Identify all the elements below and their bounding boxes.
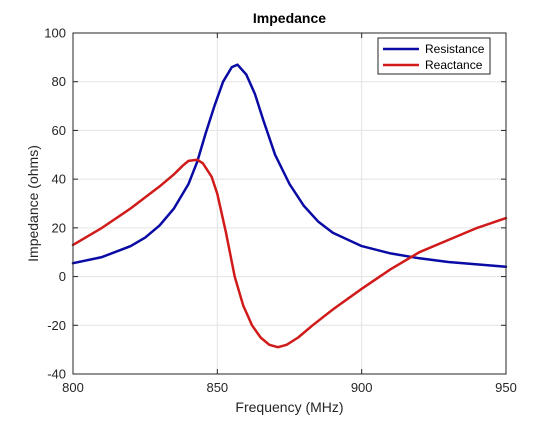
y-tick-label: -40 [47, 367, 66, 382]
legend-box [377, 37, 491, 75]
legend: Resistance Reactance [377, 37, 491, 75]
y-axis-label: Impedance (ohms) [25, 145, 41, 262]
series-line-reactance [71, 158, 508, 349]
y-tick-label: 0 [59, 269, 66, 284]
x-tick-label: 900 [351, 380, 373, 395]
y-tick-label: 40 [52, 172, 66, 187]
y-tick-label: -20 [47, 318, 66, 333]
legend-label-resistance: Resistance [425, 42, 485, 56]
x-tick-label: 850 [206, 380, 228, 395]
ticks: 800 850 900 950 -40 -20 0 20 40 60 80 100 [44, 26, 517, 396]
x-axis-label: Frequency (MHz) [235, 399, 343, 415]
chart-title: Impedance [253, 10, 326, 26]
series-layer [71, 63, 508, 349]
series-line-resistance [71, 63, 508, 269]
axes-box [72, 32, 507, 375]
legend-label-reactance: Reactance [425, 58, 483, 72]
x-tick-label: 800 [62, 380, 84, 395]
y-tick-label: 60 [52, 123, 66, 138]
x-tick-label: 950 [495, 380, 517, 395]
y-tick-label: 80 [52, 74, 66, 89]
grid [73, 33, 506, 374]
y-tick-label: 20 [52, 220, 66, 235]
y-tick-label: 100 [44, 26, 66, 41]
